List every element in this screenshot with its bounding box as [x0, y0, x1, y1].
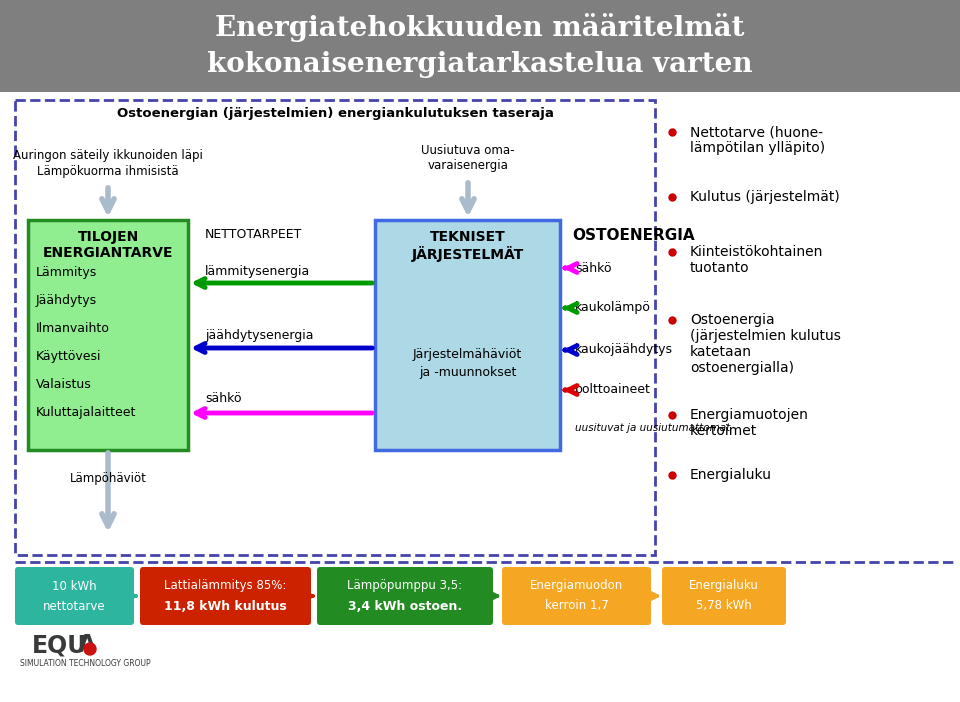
Text: Kiinteistökohtainen: Kiinteistökohtainen	[690, 245, 824, 259]
Text: Lattialämmitys 85%:: Lattialämmitys 85%:	[164, 579, 287, 592]
Text: Valaistus: Valaistus	[36, 378, 92, 391]
Text: Nettotarve (huone-: Nettotarve (huone-	[690, 125, 823, 139]
Text: Auringon säteily ikkunoiden läpi: Auringon säteily ikkunoiden läpi	[13, 149, 203, 161]
Text: tuotanto: tuotanto	[690, 261, 750, 275]
Text: Uusiutuva oma-: Uusiutuva oma-	[421, 143, 515, 157]
Text: Lämmitys: Lämmitys	[36, 266, 97, 279]
Text: Energiamuotojen: Energiamuotojen	[690, 408, 809, 422]
Text: 3,4 kWh ostoen.: 3,4 kWh ostoen.	[348, 600, 462, 613]
FancyBboxPatch shape	[662, 567, 786, 625]
Text: kaukolämpö: kaukolämpö	[575, 301, 651, 314]
Text: kerroin 1,7: kerroin 1,7	[544, 600, 609, 613]
Text: ENERGIANTARVE: ENERGIANTARVE	[43, 246, 173, 260]
Text: Energiamuodon: Energiamuodon	[530, 579, 623, 592]
Text: polttoaineet: polttoaineet	[575, 383, 651, 397]
Text: (järjestelmien kulutus: (järjestelmien kulutus	[690, 329, 841, 343]
Text: lämpötilan ylläpito): lämpötilan ylläpito)	[690, 141, 826, 155]
Circle shape	[84, 643, 96, 655]
Text: ja -muunnokset: ja -muunnokset	[419, 366, 516, 379]
Bar	[28, 220, 188, 450]
FancyBboxPatch shape	[15, 567, 134, 625]
Text: EQU: EQU	[32, 633, 87, 657]
Text: Energiatehokkuuden määritelmät: Energiatehokkuuden määritelmät	[215, 13, 745, 43]
Text: Energialuku: Energialuku	[690, 468, 772, 482]
Text: Lämpöpumppu 3,5:: Lämpöpumppu 3,5:	[348, 579, 463, 592]
Text: kokonaisenergiatarkastelua varten: kokonaisenergiatarkastelua varten	[207, 51, 753, 79]
Text: 11,8 kWh kulutus: 11,8 kWh kulutus	[164, 600, 287, 613]
Text: jäähdytysenergia: jäähdytysenergia	[205, 329, 314, 341]
Text: kertoimet: kertoimet	[690, 424, 757, 438]
Text: TEKNISET: TEKNISET	[430, 230, 505, 244]
Text: katetaan: katetaan	[690, 345, 752, 359]
Text: uusituvat ja uusiutumattomat: uusituvat ja uusiutumattomat	[575, 423, 731, 433]
Text: ostoenergialla): ostoenergialla)	[690, 361, 794, 375]
Text: NETTOTARPEET: NETTOTARPEET	[205, 228, 302, 241]
Text: Kuluttajalaitteet: Kuluttajalaitteet	[36, 406, 136, 419]
Bar	[375, 220, 560, 450]
Text: Ilmanvaihto: Ilmanvaihto	[36, 322, 109, 335]
Text: nettotarve: nettotarve	[43, 600, 106, 613]
Text: OSTOENERGIA: OSTOENERGIA	[572, 228, 695, 243]
Text: sähkö: sähkö	[205, 392, 242, 404]
FancyBboxPatch shape	[317, 567, 493, 625]
Text: Jäähdytys: Jäähdytys	[36, 294, 97, 307]
Text: 5,78 kWh: 5,78 kWh	[696, 600, 752, 613]
Text: SIMULATION TECHNOLOGY GROUP: SIMULATION TECHNOLOGY GROUP	[20, 659, 151, 668]
Text: lämmitysenergia: lämmitysenergia	[205, 265, 310, 279]
Text: Kulutus (järjestelmät): Kulutus (järjestelmät)	[690, 190, 840, 204]
Bar	[0, 0, 960, 92]
Text: Lämpökuorma ihmisistä: Lämpökuorma ihmisistä	[37, 166, 179, 178]
Text: varaisenergia: varaisenergia	[427, 159, 509, 173]
Text: Käyttövesi: Käyttövesi	[36, 350, 102, 363]
Text: JÄRJESTELMÄT: JÄRJESTELMÄT	[412, 246, 523, 262]
Text: A: A	[78, 633, 96, 657]
FancyBboxPatch shape	[502, 567, 651, 625]
Text: Ostoenergia: Ostoenergia	[690, 313, 775, 327]
Text: TILOJEN: TILOJEN	[78, 230, 138, 244]
Text: Lämpöhäviöt: Lämpöhäviöt	[69, 472, 147, 485]
Text: Energialuku: Energialuku	[689, 579, 759, 592]
Text: Järjestelmähäviöt: Järjestelmähäviöt	[413, 348, 522, 361]
Text: 10 kWh: 10 kWh	[52, 579, 97, 592]
Text: kaukojäähdytys: kaukojäähdytys	[575, 343, 673, 357]
Bar	[15, 100, 655, 555]
FancyBboxPatch shape	[140, 567, 311, 625]
Text: Ostoenergian (järjestelmien) energiankulutuksen taseraja: Ostoenergian (järjestelmien) energiankul…	[116, 107, 553, 119]
Text: sähkö: sähkö	[575, 262, 612, 274]
